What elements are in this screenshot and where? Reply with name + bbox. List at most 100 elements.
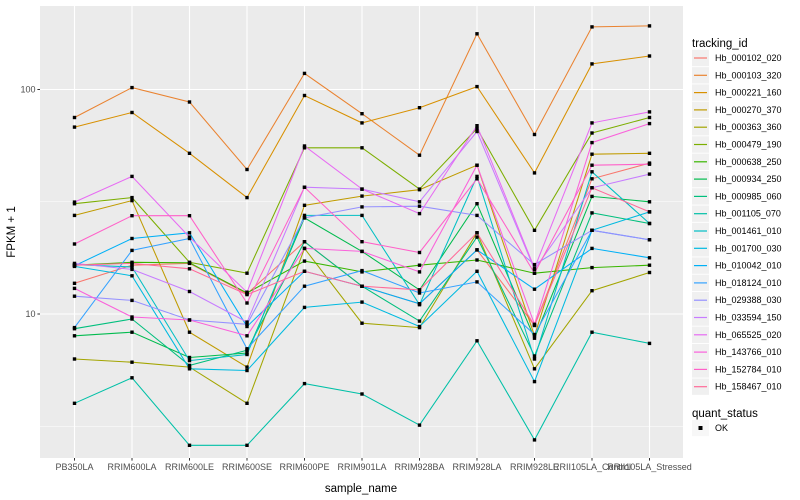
legend-key-square [698, 426, 703, 430]
data-point [417, 291, 422, 295]
legend-entry-label: Hb_033594_150 [715, 313, 782, 323]
data-point [302, 240, 307, 244]
data-point [72, 261, 77, 266]
legend-entry: Hb_000103_320 [692, 67, 782, 84]
data-point [590, 211, 594, 215]
data-point [590, 131, 594, 135]
data-point [245, 301, 249, 305]
data-point [647, 115, 652, 120]
data-point [475, 32, 479, 36]
data-point [590, 186, 594, 190]
legend-title-tracking-id: tracking_id [692, 38, 748, 50]
data-point [360, 249, 364, 254]
data-point [590, 163, 594, 167]
data-point [475, 258, 479, 262]
x-tick-label: PB350LA [55, 462, 93, 472]
data-point [187, 151, 192, 155]
data-point [72, 125, 77, 129]
data-point [245, 290, 249, 294]
data-point [130, 298, 134, 303]
data-point [302, 203, 307, 207]
data-point [532, 171, 537, 175]
data-point [245, 347, 249, 351]
data-point [72, 242, 77, 246]
data-point [72, 115, 77, 120]
data-point [647, 172, 652, 176]
x-tick-label: RRIM600LE [165, 462, 214, 472]
data-point [475, 129, 479, 134]
data-point [417, 211, 422, 216]
data-point [72, 334, 77, 338]
data-point [187, 100, 192, 104]
data-point [130, 214, 134, 218]
legend-entry: Hb_000985_060 [692, 188, 782, 205]
x-tick-label: RRIM928LE [510, 462, 559, 472]
data-point [360, 112, 364, 116]
data-point [590, 121, 594, 125]
legend-entry-label: Hb_010042_010 [715, 261, 782, 271]
data-point [647, 238, 652, 242]
legend-entry: OK [692, 419, 728, 437]
y-tick-label: 10 [25, 309, 35, 319]
data-point [417, 423, 422, 427]
data-point [72, 213, 77, 218]
data-point [590, 152, 594, 156]
legend-entry-label: Hb_158467_010 [715, 382, 782, 392]
legend-entry: Hb_001105_070 [692, 205, 781, 222]
data-point [532, 367, 537, 371]
data-point [417, 324, 422, 329]
data-point [360, 213, 364, 218]
data-point [590, 194, 594, 199]
data-point [647, 151, 652, 155]
data-point [187, 267, 192, 271]
data-point [360, 194, 364, 198]
data-point [360, 392, 364, 396]
legend-entry-label: Hb_000479_190 [715, 140, 782, 150]
data-point [245, 167, 249, 172]
data-point [475, 269, 479, 273]
legend-entry: Hb_158467_010 [692, 378, 782, 395]
x-tick-label: RRIM600SE [222, 462, 272, 472]
y-axis-title: FPKM + 1 [6, 206, 18, 257]
data-point [130, 265, 134, 269]
data-point [647, 341, 652, 346]
legend-quant-status-entries: OK [692, 419, 728, 437]
legend-entry: Hb_018124_010 [692, 274, 782, 292]
data-point [245, 195, 249, 200]
data-point [187, 289, 192, 294]
data-point [187, 318, 192, 322]
data-point [245, 365, 249, 369]
data-point [417, 302, 422, 306]
data-point [187, 363, 192, 368]
data-point [187, 261, 192, 265]
data-point [302, 269, 307, 273]
data-point [130, 195, 134, 200]
data-point [532, 228, 537, 232]
data-point [417, 270, 422, 274]
data-point [647, 256, 652, 260]
data-point [72, 263, 77, 267]
legend-entry: Hb_001700_030 [692, 240, 782, 257]
legend-entry: Hb_000363_360 [692, 119, 782, 136]
data-point [130, 267, 134, 272]
data-point [532, 379, 537, 384]
data-point [302, 144, 307, 148]
data-point [475, 174, 479, 179]
x-tick-label: RRIM600PE [279, 462, 329, 472]
data-point [532, 271, 537, 275]
data-point [532, 323, 537, 328]
legend-entry-label: OK [715, 423, 728, 433]
legend-entry: Hb_029388_030 [692, 292, 782, 309]
data-point [417, 153, 422, 157]
data-point [245, 368, 249, 373]
data-point [590, 265, 594, 270]
data-point [187, 367, 192, 371]
data-point [417, 250, 422, 255]
x-tick-label: RRIM928BA [394, 462, 444, 472]
data-point [302, 71, 307, 76]
data-point [245, 352, 249, 357]
legend-entry: Hb_000479_190 [692, 136, 782, 153]
x-tick-label: RRIM600LA [107, 462, 156, 472]
legend-entry: Hb_000270_370 [692, 101, 782, 119]
